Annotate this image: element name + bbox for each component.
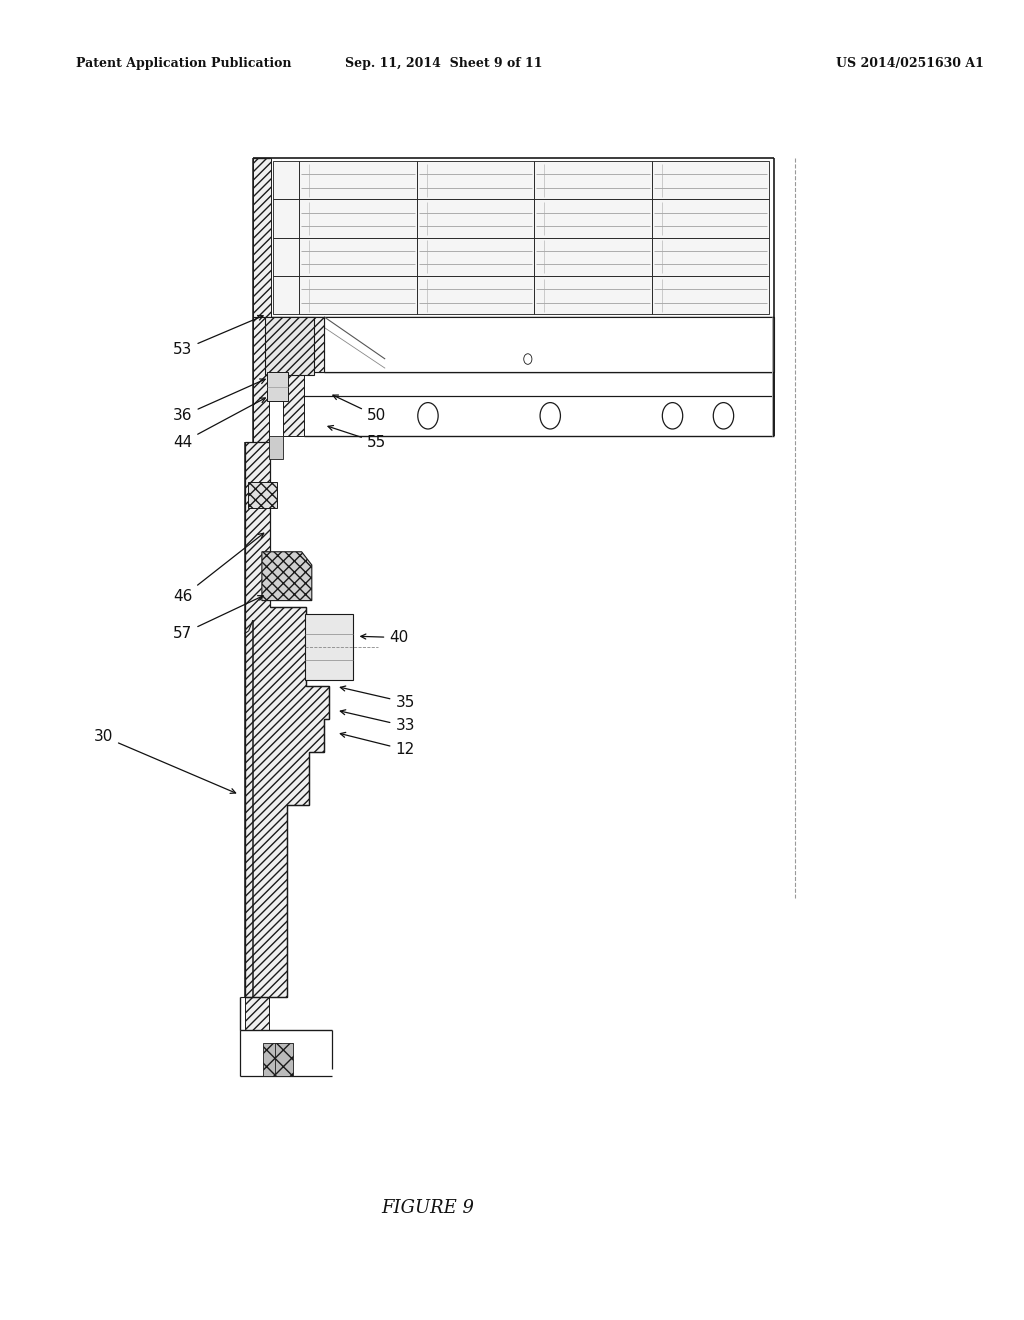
Bar [652,238,769,276]
Bar [273,161,299,199]
Bar [417,276,535,314]
Bar [299,238,417,276]
Text: 36: 36 [173,379,265,424]
Bar [652,276,769,314]
Bar [305,614,352,680]
Bar [253,317,269,442]
Text: 55: 55 [328,425,386,450]
Text: 35: 35 [340,686,415,710]
Polygon shape [245,442,329,997]
Bar [417,199,535,238]
Bar [273,238,299,276]
Bar [299,276,417,314]
Bar [417,238,535,276]
Bar [652,161,769,199]
Text: Sep. 11, 2014  Sheet 9 of 11: Sep. 11, 2014 Sheet 9 of 11 [344,57,542,70]
Text: 30: 30 [94,729,236,793]
Bar [535,161,652,199]
Text: 33: 33 [340,710,415,734]
Bar [245,620,269,1030]
Text: 50: 50 [333,395,386,424]
Bar [535,276,652,314]
Text: Patent Application Publication: Patent Application Publication [77,57,292,70]
Bar [284,317,304,436]
Bar [273,199,299,238]
Text: 57: 57 [173,595,263,642]
Bar [267,372,289,401]
Bar [270,317,324,372]
Text: FIGURE 9: FIGURE 9 [382,1199,474,1217]
Bar [417,161,535,199]
Text: 44: 44 [173,397,265,450]
Bar [273,276,299,314]
Bar [253,158,271,317]
Text: US 2014/0251630 A1: US 2014/0251630 A1 [836,57,983,70]
Text: 12: 12 [340,733,415,758]
Bar [248,482,278,508]
Bar [269,436,284,459]
Bar [299,161,417,199]
Bar [263,1043,282,1076]
Bar [265,317,313,375]
Polygon shape [262,552,311,601]
Bar [535,238,652,276]
Text: 46: 46 [173,533,264,605]
Text: 53: 53 [173,315,263,358]
Bar [299,199,417,238]
Bar [535,199,652,238]
Bar [275,1043,294,1076]
Bar [253,442,269,620]
Bar [324,317,774,372]
Text: 40: 40 [360,630,409,645]
Bar [652,199,769,238]
